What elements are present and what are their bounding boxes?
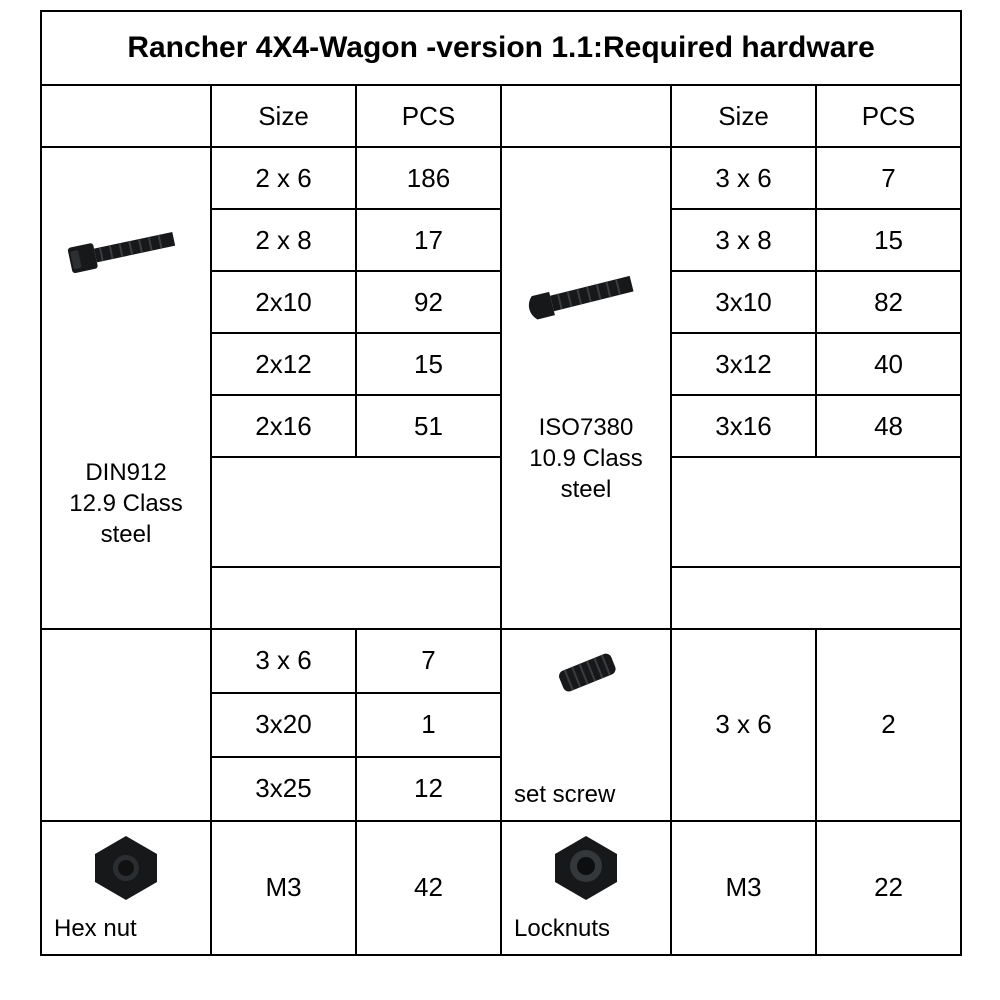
iso7380-pcs: 48 — [816, 395, 961, 457]
hexnut-label: Hex nut — [46, 913, 206, 944]
set-screw-icon — [541, 644, 631, 700]
header-size-left: Size — [211, 85, 356, 147]
din912-label-1: DIN912 — [46, 457, 206, 488]
gap-cell-left — [211, 457, 501, 567]
din912-pcs: 1 — [356, 693, 501, 757]
header-pcs-right: PCS — [816, 85, 961, 147]
iso7380-pcs: 7 — [816, 147, 961, 209]
button-head-screw-icon — [521, 267, 651, 323]
hexnut-pcs: 42 — [356, 821, 501, 955]
din912-size: 3x25 — [211, 757, 356, 821]
locknut-type-cell: Locknuts — [501, 821, 671, 955]
gap-cell-right — [671, 457, 961, 567]
iso7380-pcs: 82 — [816, 271, 961, 333]
iso7380-size: 3 x 8 — [671, 209, 816, 271]
hardware-table: Rancher 4X4-Wagon -version 1.1:Required … — [40, 10, 962, 956]
header-size-right: Size — [671, 85, 816, 147]
din912-label-2: 12.9 Class — [46, 488, 206, 519]
header-empty-left — [41, 85, 211, 147]
din912-label-3: steel — [46, 519, 206, 550]
din912-pcs: 15 — [356, 333, 501, 395]
din912-pcs: 186 — [356, 147, 501, 209]
din912-size: 2x16 — [211, 395, 356, 457]
din912-pcs: 17 — [356, 209, 501, 271]
din912-pcs: 7 — [356, 629, 501, 693]
setscrew-size: 3 x 6 — [671, 629, 816, 821]
din912-size: 3 x 6 — [211, 629, 356, 693]
gap-cell-right-2 — [671, 567, 961, 629]
iso7380-label-2: 10.9 Class — [506, 443, 666, 474]
iso7380-label-3: steel — [506, 474, 666, 505]
din912-spacer — [41, 629, 211, 821]
din912-pcs: 92 — [356, 271, 501, 333]
hex-nut-icon — [85, 830, 167, 902]
din912-pcs: 12 — [356, 757, 501, 821]
iso7380-size: 3x10 — [671, 271, 816, 333]
iso7380-size: 3x12 — [671, 333, 816, 395]
iso7380-size: 3 x 6 — [671, 147, 816, 209]
din912-size: 2x12 — [211, 333, 356, 395]
din912-size: 3x20 — [211, 693, 356, 757]
gap-cell-left-2 — [211, 567, 501, 629]
table-title: Rancher 4X4-Wagon -version 1.1:Required … — [41, 11, 961, 85]
setscrew-pcs: 2 — [816, 629, 961, 821]
din912-size: 2 x 6 — [211, 147, 356, 209]
setscrew-label: set screw — [506, 779, 666, 810]
setscrew-type-cell: set screw — [501, 629, 671, 821]
header-pcs-left: PCS — [356, 85, 501, 147]
iso7380-type-cell: ISO7380 10.9 Class steel — [501, 147, 671, 629]
din912-type-cell: DIN912 12.9 Class steel — [41, 147, 211, 629]
hexnut-type-cell: Hex nut — [41, 821, 211, 955]
lock-nut-icon — [545, 830, 627, 902]
din912-size: 2x10 — [211, 271, 356, 333]
hexnut-size: M3 — [211, 821, 356, 955]
locknut-label: Locknuts — [506, 913, 666, 944]
din912-pcs: 51 — [356, 395, 501, 457]
iso7380-pcs: 40 — [816, 333, 961, 395]
iso7380-label-1: ISO7380 — [506, 412, 666, 443]
iso7380-size: 3x16 — [671, 395, 816, 457]
locknut-pcs: 22 — [816, 821, 961, 955]
din912-size: 2 x 8 — [211, 209, 356, 271]
header-empty-right — [501, 85, 671, 147]
locknut-size: M3 — [671, 821, 816, 955]
socket-head-screw-icon — [61, 222, 191, 278]
iso7380-pcs: 15 — [816, 209, 961, 271]
